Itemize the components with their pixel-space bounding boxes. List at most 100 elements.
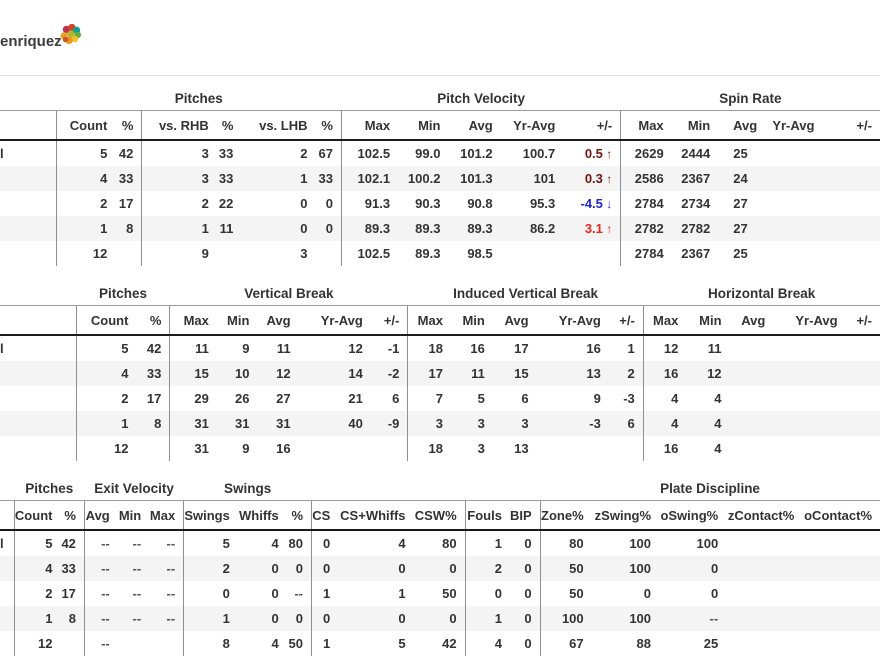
data-cell: 0 [524, 561, 532, 576]
column-group-label: Pitches [25, 480, 74, 496]
table-row: 1 8 31 31 31 40 -9 3 3 3 -3 6 4 4 [0, 411, 880, 436]
pitch-name-cell [0, 556, 14, 581]
data-cell [730, 436, 774, 461]
data-cell: 101 [533, 171, 556, 186]
data-cell: 33 [218, 171, 234, 186]
player-team-logo-icon [60, 23, 82, 45]
data-cell: 12 [13, 631, 61, 656]
column-header: Avg [718, 110, 766, 140]
table-row: 12 -- 8 4 50 1 5 42 4 0 67 88 25 [0, 631, 880, 656]
column-header: CSW% [413, 500, 466, 530]
data-cell: 2 [75, 386, 137, 411]
data-cell: 80 [288, 536, 304, 551]
data-cell: 4 [271, 536, 279, 551]
column-header: +/- [608, 305, 644, 335]
data-cell: 16 [642, 361, 687, 386]
data-cell: 2 [300, 146, 308, 161]
column-header: Avg [492, 305, 537, 335]
data-cell: 99.0 [415, 146, 441, 161]
data-cell: 100.2 [407, 171, 441, 186]
data-cell: 0 [271, 611, 279, 626]
data-cell [217, 241, 242, 266]
data-cell: 31 [276, 416, 291, 431]
column-header: zSwing% [591, 500, 660, 530]
table-row: 1 8 1 11 0 0 89.3 89.3 89.3 86.2 3.1 ↑ 2782 2782 27 [0, 216, 880, 241]
data-cell: 0 [325, 221, 333, 236]
column-header: zContact% [726, 500, 803, 530]
pitch-name-cell [0, 386, 76, 411]
column-header: oSwing% [659, 500, 727, 530]
column-header: Max [340, 110, 399, 140]
data-cell: 8 [68, 611, 76, 626]
data-cell [846, 361, 880, 386]
data-cell: -3 [623, 391, 635, 406]
data-cell [149, 631, 184, 656]
data-cell: 0 [710, 586, 719, 601]
data-cell: 4 [75, 361, 137, 386]
data-cell [730, 411, 774, 436]
player-name: enriquez [0, 33, 62, 50]
data-cell [802, 631, 880, 656]
data-cell: 0 [311, 530, 339, 556]
column-header: BIP [509, 500, 541, 530]
data-cell [765, 241, 822, 266]
data-cell: 2 [55, 191, 116, 216]
swings-plate-discipline-table: Pitches Exit Velocity Swings Plate Discipli… [0, 476, 880, 656]
data-cell: 6 [392, 391, 400, 406]
data-cell: 2734 [681, 196, 711, 211]
column-group-row: Pitches Vertical Break Induced Vertical Br… [0, 281, 880, 306]
column-header: Avg [83, 500, 118, 530]
column-header: Max [407, 305, 451, 335]
data-cell: 0 [449, 561, 457, 576]
column-header: +/- [822, 110, 880, 140]
column-header: Max [149, 500, 184, 530]
data-cell: 3.1 ↑ [584, 221, 613, 236]
column-header: Min [450, 305, 493, 335]
column-header: Count [75, 305, 137, 335]
data-cell: 67 [318, 146, 333, 161]
data-cell: 5 [55, 140, 116, 166]
data-cell: 16 [470, 341, 485, 356]
data-cell [726, 556, 802, 581]
column-group-label: Vertical Break [244, 285, 334, 301]
column-header: Yr-Avg [500, 110, 564, 140]
data-cell: 0 [398, 561, 406, 576]
table-row: 2 17 2 22 0 0 91.3 90.3 90.8 95.3 -4.5 ↓ 2784 2734 27 [0, 191, 880, 216]
data-cell [802, 606, 880, 631]
data-cell [563, 241, 620, 266]
data-cell: 2784 [620, 191, 672, 216]
column-header: Min [117, 500, 150, 530]
pitch-name-cell [0, 361, 76, 386]
data-cell: 33 [146, 366, 162, 381]
data-cell: 0 [325, 196, 333, 211]
column-header: Min [686, 305, 730, 335]
data-cell: 33 [318, 171, 333, 186]
data-cell: -- [83, 606, 118, 631]
data-cell: 101.2 [460, 146, 493, 161]
data-cell: 10 [234, 366, 250, 381]
data-cell: -- [132, 561, 142, 576]
data-cell: -- [83, 530, 118, 556]
data-cell: 25 [733, 246, 748, 261]
pitch-name-cell [0, 216, 56, 241]
data-cell [730, 335, 774, 361]
pitch-name-cell [0, 191, 56, 216]
column-group-label [0, 476, 14, 501]
data-cell: 0 [271, 586, 279, 601]
data-cell: 16 [642, 436, 687, 461]
data-cell [118, 631, 149, 656]
column-group-label: Horizontal Break [708, 285, 816, 301]
data-cell: -3 [589, 416, 601, 431]
data-cell: -1 [387, 341, 400, 356]
data-cell: 4 [398, 536, 406, 551]
data-cell: -- [709, 611, 719, 626]
data-cell: 3 [141, 166, 217, 191]
data-cell: 7 [407, 386, 451, 411]
column-group-label [0, 281, 76, 306]
data-cell: 0 [643, 586, 652, 601]
data-cell: 5 [75, 335, 137, 361]
data-cell: 42 [61, 536, 76, 551]
data-cell: 29 [169, 386, 217, 411]
data-cell [299, 436, 371, 461]
column-header: Yr-Avg [298, 305, 371, 335]
